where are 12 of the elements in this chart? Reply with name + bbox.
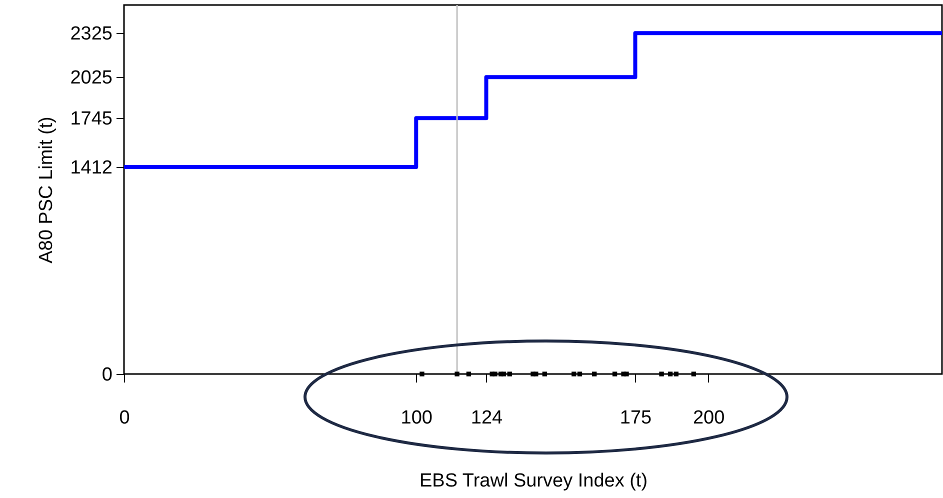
y-tick-label: 1745 [70,108,112,130]
y-tick-label: 0 [102,364,112,386]
y-tick-label: 2325 [70,24,112,45]
x-tick-label: 100 [400,408,432,428]
y-axis-title: A80 PSC Limit (t) [36,116,58,264]
y-tick-label: 1412 [70,157,112,178]
x-tick-label: 0 [119,408,130,428]
x-tick-label: 200 [692,408,725,428]
x-tick-label: 124 [470,408,504,428]
x-tick-label: 175 [620,408,652,428]
y-tick-label: 2025 [70,68,112,89]
x-axis-title: EBS Trawl Survey Index (t) [419,470,648,492]
